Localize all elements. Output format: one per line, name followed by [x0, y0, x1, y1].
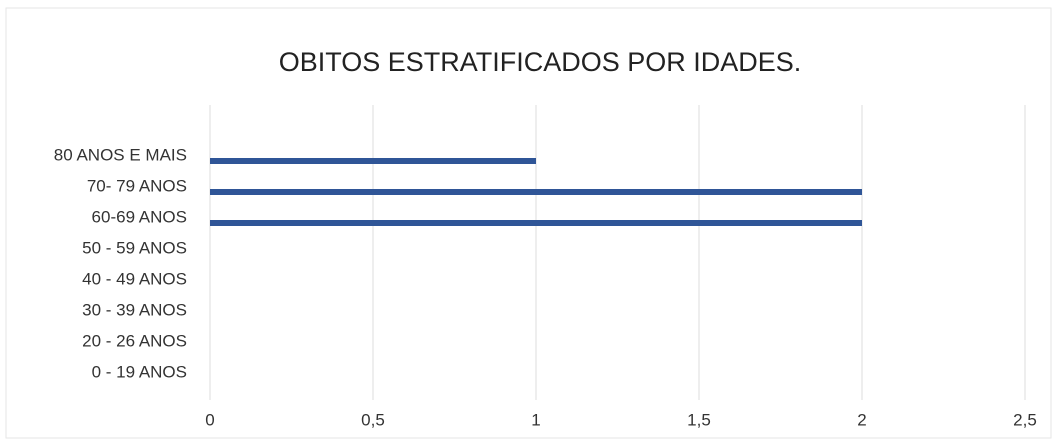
chart-border: [5, 7, 1052, 439]
y-tick-label: 0 - 19 ANOS: [92, 362, 187, 381]
y-tick-label: 30 - 39 ANOS: [82, 300, 187, 319]
y-tick-label: 60-69 ANOS: [92, 207, 187, 226]
x-tick-label: 1: [531, 410, 540, 429]
y-tick-label: 20 - 26 ANOS: [82, 331, 187, 350]
x-tick-label: 2: [857, 410, 866, 429]
y-tick-label: 80 ANOS E MAIS: [54, 145, 187, 164]
y-tick-label: 50 - 59 ANOS: [82, 238, 187, 257]
bar: [210, 189, 862, 195]
chart-title: OBITOS ESTRATIFICADOS POR IDADES.: [279, 47, 802, 77]
x-tick-label: 0: [205, 410, 214, 429]
bar: [210, 220, 862, 226]
x-tick-label: 1,5: [687, 410, 711, 429]
y-tick-label: 40 - 49 ANOS: [82, 269, 187, 288]
y-tick-label: 70- 79 ANOS: [87, 176, 187, 195]
x-tick-label: 0,5: [361, 410, 385, 429]
bar: [210, 158, 536, 164]
x-tick-label: 2,5: [1013, 410, 1037, 429]
